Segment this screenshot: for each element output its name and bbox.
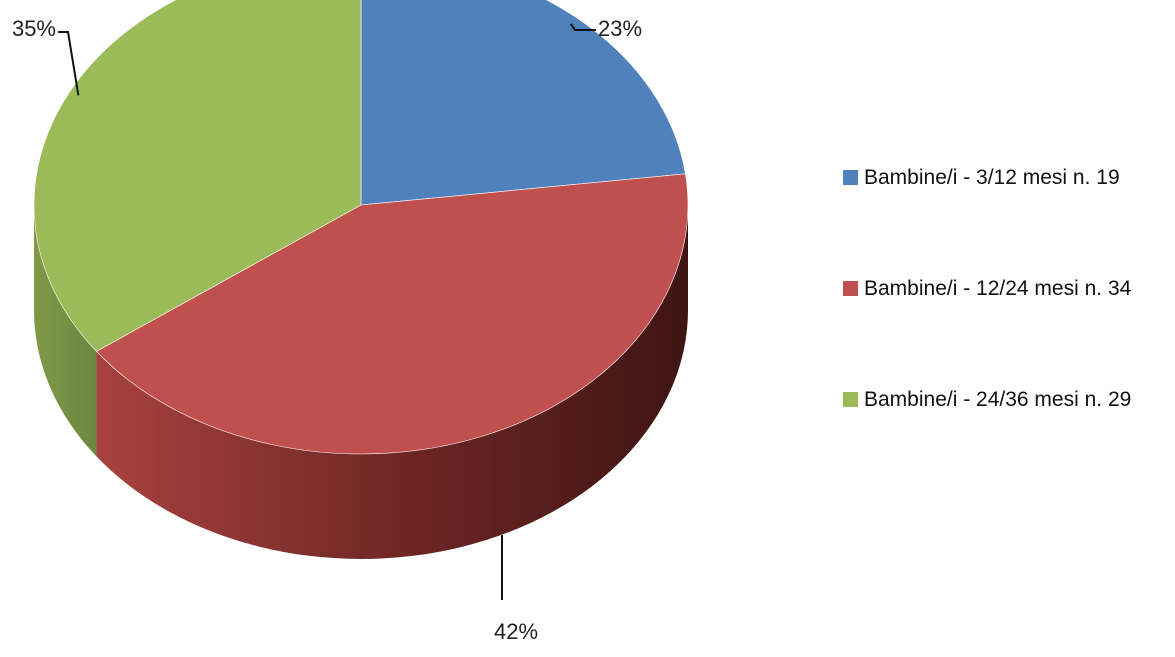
pie-slice-1 <box>95 173 689 455</box>
legend-swatch-1 <box>843 281 858 296</box>
pie-slice-2 <box>33 0 362 352</box>
legend-label-2: Bambine/i - 24/36 mesi n. 29 <box>864 388 1131 411</box>
legend: Bambine/i - 3/12 mesi n. 19 Bambine/i - 1… <box>843 166 1132 411</box>
legend-label-0: Bambine/i - 3/12 mesi n. 19 <box>864 166 1120 189</box>
pie-side-1 <box>96 205 689 559</box>
pie-tops <box>33 0 689 455</box>
slice-value-label-2: 35% <box>12 16 56 41</box>
slice-labels: 23% 42% 35% <box>12 16 642 644</box>
pie-side-2 <box>34 205 97 457</box>
leader-lines <box>58 23 596 600</box>
leader-line-2 <box>58 31 80 96</box>
legend-swatch-0 <box>843 170 858 185</box>
legend-label-1: Bambine/i - 12/24 mesi n. 34 <box>864 277 1132 300</box>
pie-sides <box>34 205 689 559</box>
slice-value-label-0: 23% <box>598 16 642 41</box>
legend-swatch-2 <box>843 392 858 407</box>
slice-value-label-1: 42% <box>494 619 538 644</box>
pie-slice-0 <box>360 0 686 206</box>
leader-line-0 <box>569 23 596 31</box>
